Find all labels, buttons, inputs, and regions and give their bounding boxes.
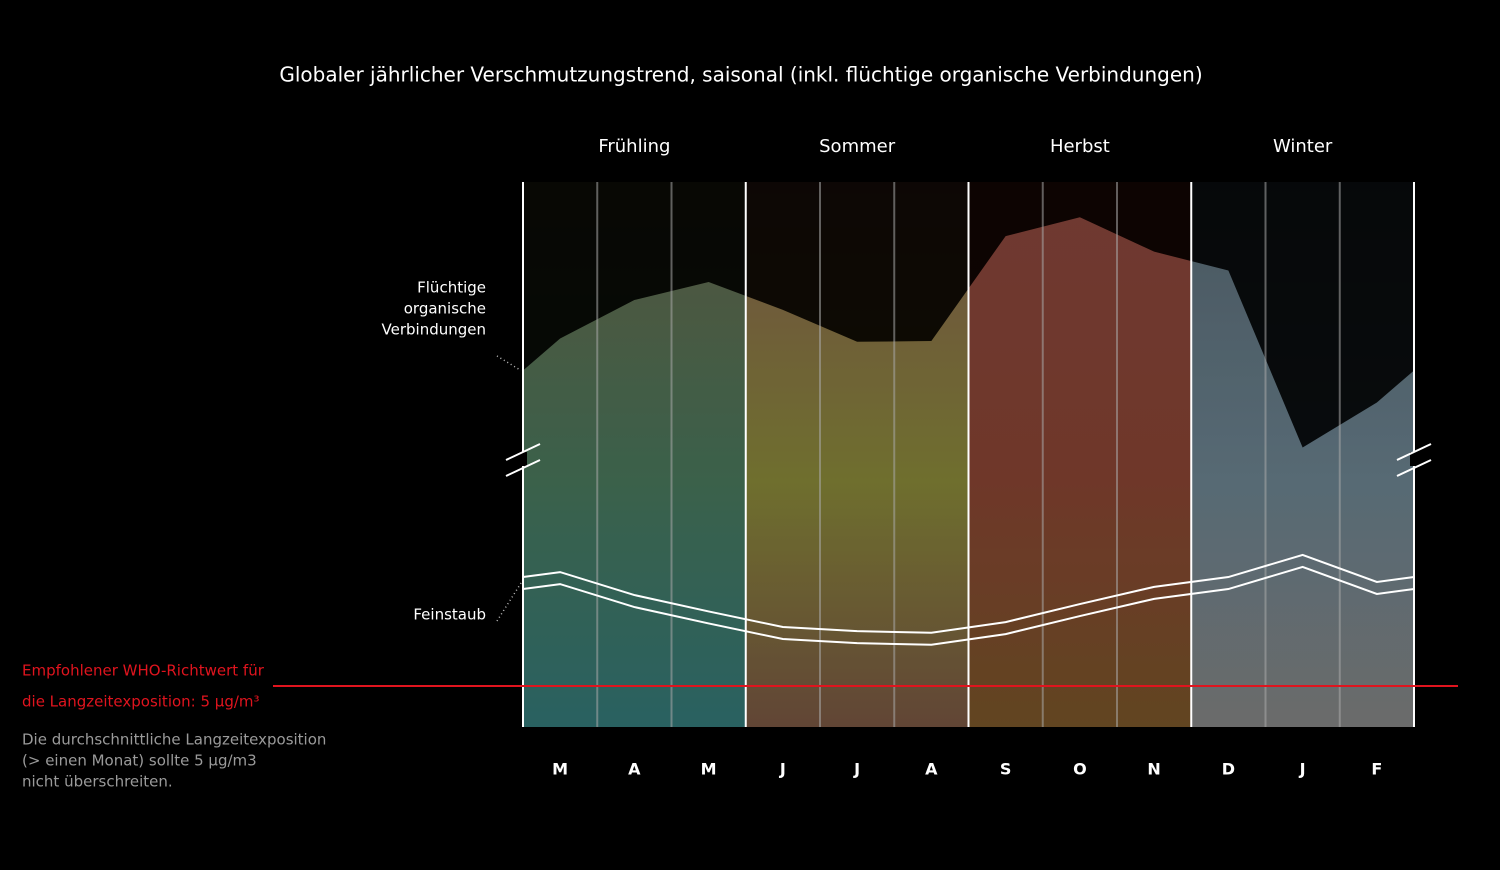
season-label: Winter <box>1273 136 1333 157</box>
x-tick-label: O <box>1073 760 1087 779</box>
who-label: die Langzeitexposition: 5 µg/m³ <box>22 693 260 711</box>
break-mark <box>1396 459 1432 477</box>
break-gap <box>1410 452 1418 466</box>
season-label: Frühling <box>598 136 670 157</box>
season-label: Herbst <box>1050 136 1110 157</box>
x-tick-label: S <box>1000 760 1012 779</box>
series-label: Feinstaub <box>413 606 486 624</box>
x-tick-label: M <box>552 760 568 779</box>
x-tick-label: A <box>628 760 641 779</box>
x-tick-label: J <box>1299 760 1306 779</box>
x-tick-label: J <box>853 760 860 779</box>
feinstaub-line <box>522 565 1415 646</box>
series-label: Flüchtige <box>417 279 486 297</box>
series-label: organische <box>404 300 486 318</box>
chart-title: Globaler jährlicher Verschmutzungstrend,… <box>279 63 1202 87</box>
who-label: Empfohlener WHO-Richtwert für <box>22 662 265 680</box>
feinstaub-line <box>522 553 1415 634</box>
season-background <box>968 182 1192 727</box>
break-gap <box>519 452 527 466</box>
x-tick-label: D <box>1222 760 1235 779</box>
x-tick-label: N <box>1147 760 1160 779</box>
note-text: (> einen Monat) sollte 5 µg/m3 <box>22 752 257 770</box>
break-mark <box>1396 443 1432 461</box>
leader-line <box>496 355 522 372</box>
note-text: nicht überschreiten. <box>22 773 173 791</box>
x-tick-label: M <box>701 760 717 779</box>
break-mark <box>505 443 541 461</box>
series-label: Verbindungen <box>382 321 486 339</box>
note-text: Die durchschnittliche Langzeitexposition <box>22 731 326 749</box>
x-tick-label: F <box>1371 760 1382 779</box>
x-tick-label: A <box>925 760 938 779</box>
x-tick-label: J <box>779 760 786 779</box>
break-mark <box>505 459 541 477</box>
season-label: Sommer <box>819 136 896 157</box>
